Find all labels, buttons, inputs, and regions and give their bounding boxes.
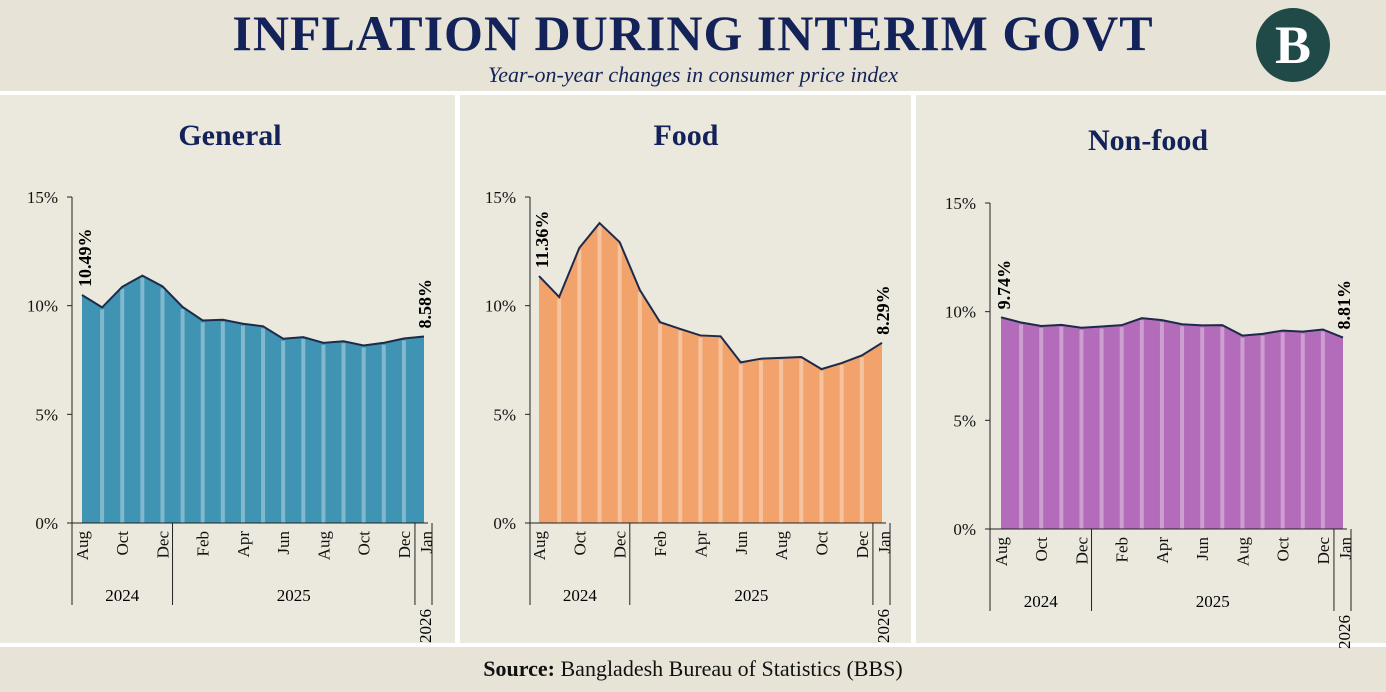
x-tick-label: Aug (772, 531, 791, 561)
x-tick-label: Oct (355, 531, 374, 556)
y-tick-label: 0% (493, 514, 516, 533)
data-label-first: 10.49% (75, 229, 95, 288)
x-tick-label: Dec (611, 531, 630, 559)
x-tick-label: Jan (417, 531, 436, 554)
y-tick-label: 15% (945, 194, 976, 213)
source-label: Source: (483, 656, 555, 681)
year-label: 2025 (1196, 592, 1230, 611)
x-tick-label: Feb (651, 531, 670, 557)
x-tick-label: Dec (153, 531, 172, 559)
y-tick-label: 5% (493, 405, 516, 424)
x-tick-label: Dec (853, 531, 872, 559)
year-label: 2026 (416, 609, 435, 643)
page-subtitle: Year-on-year changes in consumer price i… (488, 62, 898, 87)
data-label-first: 11.36% (532, 211, 552, 269)
x-tick-label: Aug (314, 531, 333, 561)
source-text: Bangladesh Bureau of Statistics (BBS) (555, 656, 903, 681)
area-fill (1001, 317, 1343, 529)
x-tick-label: Dec (1314, 537, 1333, 565)
x-tick-label: Oct (812, 531, 831, 556)
data-label-last: 8.58% (415, 279, 435, 329)
x-tick-label: Aug (73, 531, 92, 561)
x-tick-label: Aug (992, 537, 1011, 567)
x-tick-label: Apr (1153, 537, 1172, 564)
x-tick-label: Jan (1336, 537, 1355, 560)
data-label-last: 8.81% (1334, 280, 1354, 330)
series-line (1000, 316, 1344, 339)
x-tick-label: Feb (1113, 537, 1132, 563)
year-label: 2026 (1335, 615, 1354, 649)
y-tick-label: 10% (27, 297, 58, 316)
y-tick-label: 15% (27, 188, 58, 207)
x-tick-label: Dec (395, 531, 414, 559)
logo: B (1256, 8, 1330, 82)
x-tick-label: Apr (691, 531, 710, 558)
x-tick-label: Jan (875, 531, 894, 554)
area-fill (82, 275, 424, 523)
x-tick-label: Jun (1193, 537, 1212, 561)
chart-title: Non-food (1088, 124, 1208, 157)
year-label: 2026 (874, 609, 893, 643)
area-fill (539, 223, 882, 523)
x-tick-label: Oct (1274, 537, 1293, 562)
x-tick-label: Jun (732, 531, 751, 555)
y-tick-label: 0% (35, 514, 58, 533)
header: INFLATION DURING INTERIM GOVT Year-on-ye… (0, 0, 1386, 91)
series-line (538, 221, 883, 371)
y-tick-label: 10% (485, 297, 516, 316)
x-tick-label: Oct (113, 531, 132, 556)
year-label: 2025 (734, 586, 768, 605)
x-tick-label: Oct (1032, 537, 1051, 562)
x-tick-label: Feb (194, 531, 213, 557)
y-tick-label: 15% (485, 188, 516, 207)
x-tick-label: Jun (274, 531, 293, 555)
data-label-last: 8.29% (873, 285, 893, 335)
y-tick-label: 0% (953, 520, 976, 539)
y-tick-label: 10% (945, 303, 976, 322)
y-tick-label: 5% (953, 411, 976, 430)
chart-title: General (178, 119, 281, 152)
year-label: 2024 (563, 586, 598, 605)
year-label: 2024 (1024, 592, 1059, 611)
x-tick-label: Dec (1072, 537, 1091, 565)
page-title: INFLATION DURING INTERIM GOVT (232, 5, 1154, 61)
source-footer: Source: Bangladesh Bureau of Statistics … (0, 647, 1386, 692)
chart-title: Food (653, 119, 718, 152)
data-label-first: 9.74% (994, 260, 1014, 310)
x-tick-label: Aug (530, 531, 549, 561)
y-tick-label: 5% (35, 405, 58, 424)
year-label: 2024 (105, 586, 140, 605)
series-line (81, 274, 425, 347)
x-tick-label: Aug (1233, 537, 1252, 567)
year-label: 2025 (277, 586, 311, 605)
x-tick-label: Apr (234, 531, 253, 558)
x-tick-label: Oct (570, 531, 589, 556)
